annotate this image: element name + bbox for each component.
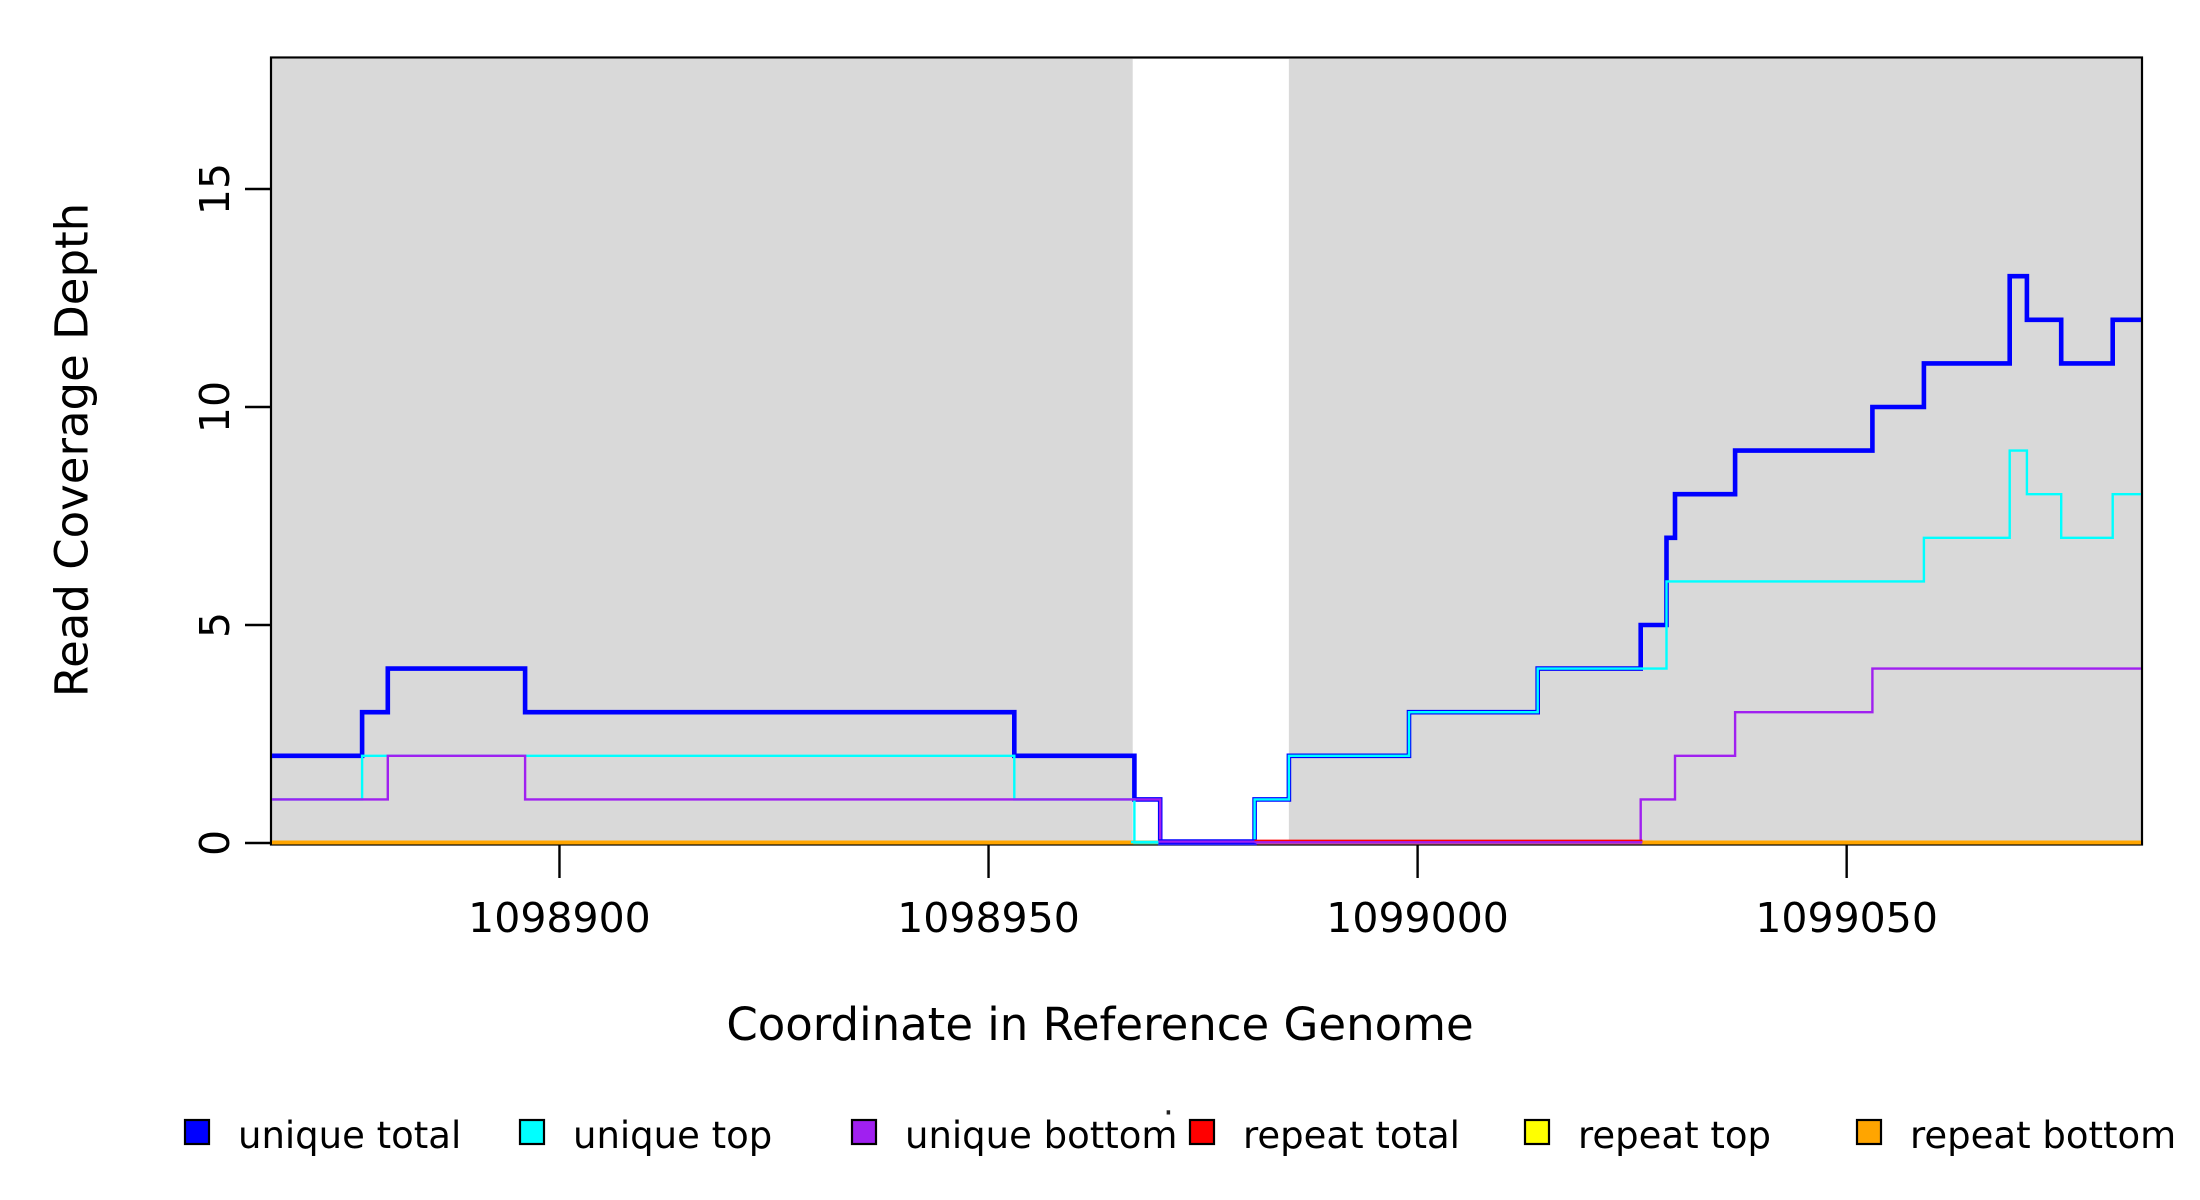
legend-swatch-unique-total: [183, 1118, 211, 1146]
legend-label-unique-total: unique total: [238, 1114, 461, 1157]
legend-swatch-unique-bottom: [850, 1118, 878, 1146]
x-tick-label-1099000: 1099000: [1326, 894, 1509, 942]
legend-label-repeat-top: repeat top: [1578, 1114, 1771, 1157]
x-tick-label-1098950: 1098950: [897, 894, 1080, 942]
legend-label-repeat-total: repeat total: [1243, 1114, 1460, 1157]
shaded-region-0: [272, 59, 1133, 843]
legend-swatch-repeat-top: [1523, 1118, 1551, 1146]
y-tick-label-15: 15: [191, 163, 239, 215]
x-tick-label-1099050: 1099050: [1755, 894, 1938, 942]
legend-swatch-repeat-total: [1188, 1118, 1216, 1146]
y-axis-title: Read Coverage Depth: [45, 202, 99, 698]
legend-label-unique-bottom: unique bottom: [905, 1114, 1177, 1157]
legend-swatch-repeat-bottom: [1855, 1118, 1883, 1146]
legend-label-repeat-bottom: repeat bottom: [1910, 1114, 2176, 1157]
legend-label-unique-top: unique top: [573, 1114, 772, 1157]
y-tick-label-0: 0: [191, 830, 239, 856]
y-tick-label-5: 5: [191, 612, 239, 638]
y-tick-label-10: 10: [191, 381, 239, 433]
x-axis-title: Coordinate in Reference Genome: [726, 998, 1474, 1051]
x-tick-label-1098900: 1098900: [468, 894, 651, 942]
legend-swatch-unique-top: [518, 1118, 546, 1146]
series-unique-bottom: [272, 667, 2141, 845]
legend-stray-dot: ·: [1163, 1093, 1174, 1133]
